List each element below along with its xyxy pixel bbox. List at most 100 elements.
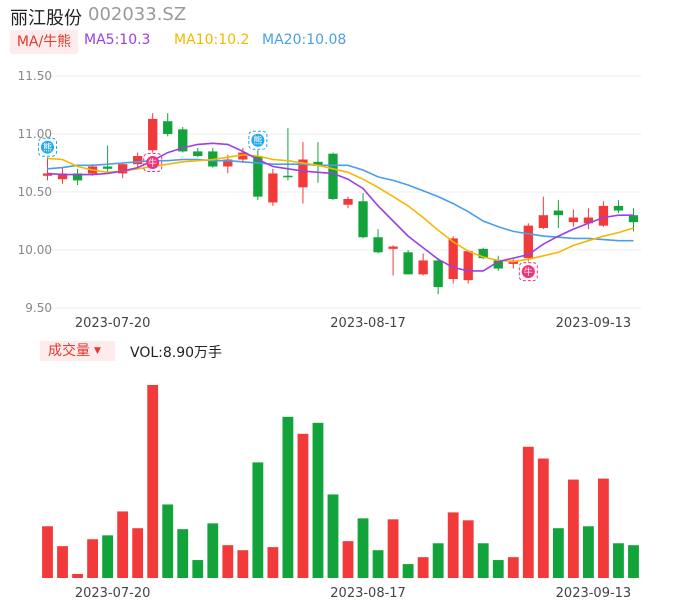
- volume-bar: [598, 478, 609, 578]
- volume-bar: [507, 557, 519, 578]
- candle: [328, 152, 338, 201]
- candle-body: [463, 251, 473, 281]
- volume-bar: [613, 543, 624, 578]
- volume-bar: [162, 504, 174, 578]
- volume-bar: [42, 526, 53, 578]
- candle-body: [373, 237, 383, 253]
- y-tick-label: 11.00: [18, 127, 52, 141]
- candle-body: [253, 156, 263, 197]
- volume-tag-label: 成交量: [48, 343, 90, 359]
- volume-bar: [222, 545, 234, 578]
- candle: [403, 250, 413, 275]
- marker-dot: [251, 133, 265, 147]
- volume-bar: [237, 550, 249, 578]
- candle: [583, 208, 594, 230]
- candle-body: [493, 260, 503, 269]
- marker-frame: [38, 137, 58, 157]
- chevron-down-icon: ▼: [94, 346, 101, 356]
- volume-bar: [87, 539, 98, 578]
- marker-frame: [248, 130, 268, 150]
- candle: [448, 236, 458, 284]
- volume-value: VOL:8.90万手: [130, 345, 223, 361]
- x-tick-label: 2023-07-20: [75, 316, 151, 331]
- ma20-value: MA20:10.08: [262, 32, 347, 48]
- candle: [433, 258, 443, 295]
- volume-bar: [177, 529, 189, 578]
- volume-bar: [492, 560, 504, 578]
- candle-body: [358, 201, 368, 238]
- volume-bar: [192, 560, 204, 578]
- volume-bar: [282, 416, 294, 578]
- ma10-value: MA10:10.2: [174, 32, 250, 48]
- candle: [268, 168, 278, 206]
- candle: [163, 113, 173, 137]
- candle: [388, 245, 398, 276]
- volume-bar: [72, 573, 83, 578]
- y-tick-label: 10.50: [18, 185, 52, 199]
- x-tick-label: 2023-08-17: [330, 316, 406, 331]
- candle-body: [568, 217, 579, 223]
- candle-body: [102, 166, 113, 169]
- candle-body: [42, 173, 53, 176]
- bull-marker-icon: 牛: [518, 262, 538, 282]
- candle: [133, 152, 143, 169]
- candle: [463, 250, 473, 284]
- candle-body: [343, 198, 353, 205]
- ma10-line: [47, 154, 634, 263]
- candle-body: [57, 173, 68, 180]
- volume-bar: [447, 512, 459, 578]
- volume-bar: [552, 528, 564, 578]
- volume-x-tick-label: 2023-08-17: [330, 586, 406, 601]
- volume-bar: [402, 564, 414, 578]
- volume-indicator-selector[interactable]: 成交量 ▼: [40, 341, 115, 361]
- candle-body: [328, 153, 338, 199]
- volume-bar: [628, 545, 639, 578]
- volume-bar: [252, 462, 264, 578]
- marker-dot: [521, 265, 535, 279]
- marker-label: 牛: [524, 266, 533, 278]
- candle-body: [478, 248, 488, 259]
- marker-frame: [143, 153, 163, 173]
- volume-x-tick-label: 2023-09-13: [556, 586, 632, 601]
- volume-bar: [132, 528, 144, 578]
- marker-label: 熊: [253, 135, 262, 147]
- volume-bar: [267, 547, 279, 578]
- candle: [102, 145, 113, 174]
- candle-body: [72, 173, 83, 181]
- candle-body: [313, 161, 323, 166]
- candle-body: [133, 156, 143, 165]
- candle: [493, 255, 503, 271]
- candle: [418, 253, 428, 276]
- volume-bar: [432, 543, 444, 578]
- y-tick-label: 10.00: [18, 243, 52, 257]
- volume-bar: [342, 541, 354, 578]
- candle: [72, 168, 83, 186]
- volume-bar: [297, 433, 309, 578]
- volume-bar: [102, 535, 114, 578]
- volume-bar: [117, 511, 129, 578]
- volume-bar: [477, 543, 489, 578]
- candle: [343, 196, 353, 209]
- ma5-line: [47, 142, 634, 272]
- candle-body: [117, 164, 128, 174]
- candle: [628, 208, 639, 232]
- marker-label: 熊: [43, 142, 52, 154]
- volume-bar: [57, 546, 68, 578]
- marker-frame: [518, 262, 538, 282]
- candle: [298, 142, 308, 204]
- volume-bar: [387, 519, 399, 578]
- candle-body: [598, 205, 609, 226]
- volume-bar: [357, 518, 369, 578]
- candle: [553, 200, 564, 228]
- candle-body: [583, 217, 594, 224]
- candle: [538, 196, 548, 230]
- volume-bar: [522, 446, 534, 578]
- volume-bar: [327, 494, 339, 578]
- candle: [253, 150, 263, 201]
- candle-body: [523, 225, 533, 259]
- candle-body: [448, 238, 458, 279]
- volume-bar: [417, 557, 429, 578]
- ma-indicator-selector[interactable]: MA/牛熊: [10, 30, 78, 54]
- marker-dot: [41, 140, 55, 154]
